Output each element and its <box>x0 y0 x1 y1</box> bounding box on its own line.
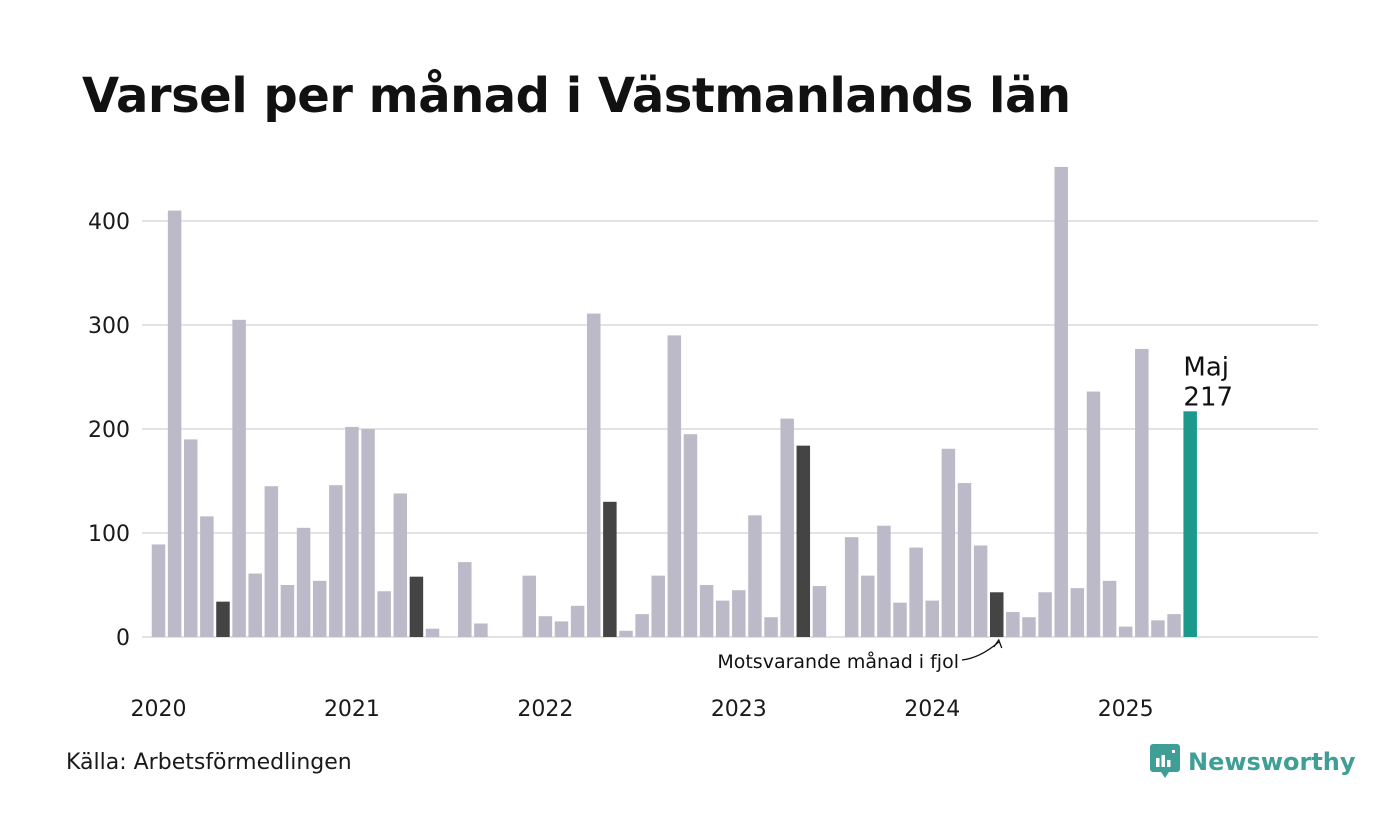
bar <box>167 210 182 637</box>
bar <box>1118 626 1133 637</box>
bar <box>1102 580 1117 637</box>
bar-same-month <box>796 445 811 637</box>
bar <box>264 486 279 637</box>
annotation: Motsvarande månad i fjol <box>717 638 1003 673</box>
x-axis-labels: 2020 2021 2022 2023 2024 2025 <box>131 697 1154 722</box>
bar <box>458 562 472 637</box>
bar-current <box>1183 411 1197 637</box>
bar <box>973 545 988 637</box>
bar <box>667 335 682 637</box>
bar-same-month <box>989 592 1004 637</box>
y-tick-label: 0 <box>116 626 130 651</box>
y-tick-label: 200 <box>88 418 130 443</box>
bar <box>1038 592 1052 637</box>
x-tick-label: 2020 <box>131 697 187 722</box>
bar <box>425 628 440 637</box>
bars <box>151 166 1197 638</box>
bar <box>651 575 665 637</box>
bar <box>183 439 198 637</box>
bar <box>715 600 730 637</box>
bar <box>296 527 311 637</box>
annotation-arrowhead <box>993 638 1003 649</box>
y-tick-label: 100 <box>88 522 130 547</box>
bar-same-month <box>409 576 424 637</box>
bar <box>248 573 262 637</box>
bar <box>522 575 537 637</box>
bar <box>1006 612 1020 637</box>
bar <box>941 448 956 637</box>
bar <box>861 575 875 637</box>
bar <box>554 621 569 637</box>
bar <box>957 483 972 637</box>
brand-name: Newsworthy <box>1188 748 1356 776</box>
bar <box>393 493 408 637</box>
bar <box>200 516 214 637</box>
bar <box>329 485 343 637</box>
x-tick-label: 2022 <box>517 697 573 722</box>
bar <box>1070 588 1085 637</box>
x-tick-label: 2024 <box>904 697 960 722</box>
bar <box>893 602 907 637</box>
bar-same-month <box>216 601 230 637</box>
annotation-arrow <box>961 641 1000 661</box>
bar <box>812 586 827 637</box>
newsworthy-logo-icon <box>1150 744 1180 778</box>
bar <box>474 623 488 637</box>
bar <box>909 547 923 637</box>
y-axis-labels: 0 100 200 300 400 <box>88 210 130 651</box>
bar <box>619 630 633 637</box>
bar <box>312 580 327 637</box>
y-tick-label: 400 <box>88 210 130 235</box>
bar <box>683 434 698 637</box>
bar <box>1167 614 1181 637</box>
bar <box>748 515 762 637</box>
bar <box>232 319 246 637</box>
brand: Newsworthy <box>1150 744 1356 780</box>
bar <box>764 617 778 637</box>
bar <box>1135 348 1149 637</box>
bar <box>361 429 375 637</box>
bar <box>877 525 891 637</box>
x-tick-label: 2023 <box>711 697 767 722</box>
bar <box>151 544 166 637</box>
bar <box>732 590 746 637</box>
x-tick-label: 2025 <box>1098 697 1154 722</box>
bar <box>1054 166 1068 638</box>
y-tick-label: 300 <box>88 314 130 339</box>
bar <box>345 426 359 637</box>
bar-same-month <box>603 501 617 637</box>
bar <box>780 418 794 637</box>
bar <box>699 585 714 637</box>
bar <box>377 591 391 637</box>
bar <box>570 605 585 637</box>
bar <box>925 600 940 637</box>
bar <box>586 313 601 637</box>
bar <box>1022 617 1036 637</box>
bar <box>280 585 295 637</box>
bar <box>635 614 649 637</box>
current-value-label: 217 <box>1183 382 1233 412</box>
source-note: Källa: Arbetsförmedlingen <box>66 750 352 775</box>
chart-title: Varsel per månad i Västmanlands län <box>82 68 1071 124</box>
current-month-label: Maj <box>1183 352 1229 382</box>
annotation-text: Motsvarande månad i fjol <box>717 650 959 673</box>
x-tick-label: 2021 <box>324 697 380 722</box>
bar <box>844 537 859 637</box>
bar <box>1151 620 1165 637</box>
bar <box>538 616 553 637</box>
bar <box>1086 391 1101 637</box>
